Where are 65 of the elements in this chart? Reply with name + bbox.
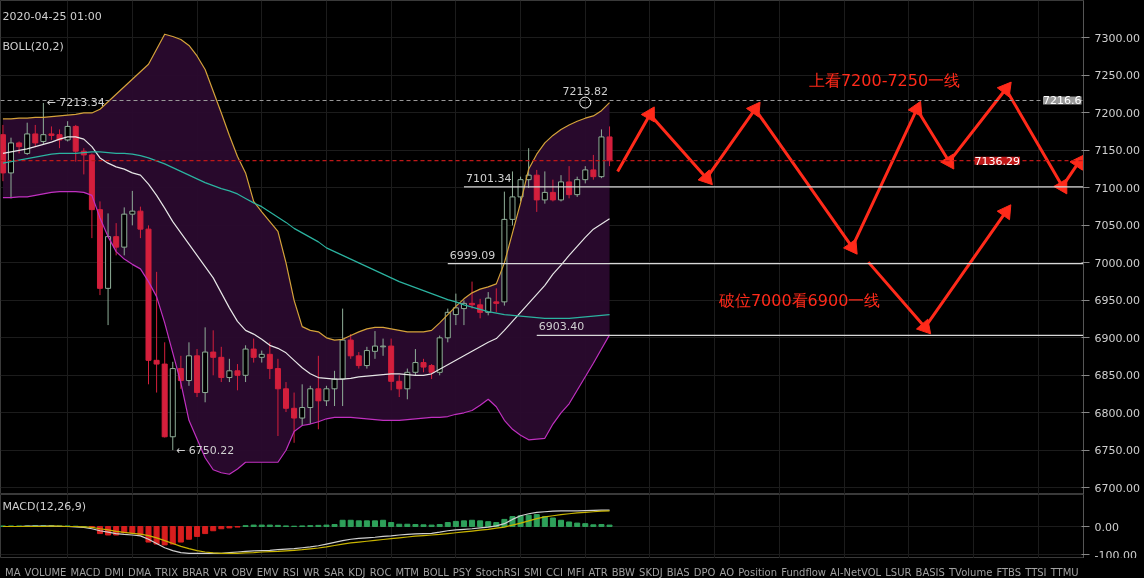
- y-tick-label: 6900.00: [1094, 331, 1140, 345]
- text: BOLL: [423, 566, 449, 578]
- y-tick-label: 7050.00: [1094, 219, 1140, 233]
- text: TVolume: [948, 566, 993, 578]
- text: AI-NetVOL: [830, 566, 882, 578]
- y-tick-label: 6800.00: [1094, 406, 1140, 420]
- ref-line-label: 6903.40: [538, 320, 585, 334]
- text: ATR: [588, 566, 608, 578]
- text: BBW: [611, 566, 635, 578]
- y-tick-label: 7200.00: [1094, 106, 1140, 120]
- annotation: ← 6750.22: [176, 443, 235, 457]
- text: DMA: [127, 566, 152, 578]
- text: BASIS: [915, 566, 945, 578]
- text: SMI: [523, 566, 542, 578]
- y-tick-label: 6950.00: [1094, 294, 1140, 308]
- text: Position: [738, 566, 778, 578]
- text: VOLUME: [24, 566, 67, 578]
- text: TRIX: [155, 566, 179, 578]
- ref-line-label: 7216.6: [1043, 94, 1082, 108]
- annotation: ← 7213.34: [46, 96, 105, 110]
- y-tick-label: 6700.00: [1094, 481, 1140, 495]
- text: LSUR: [885, 566, 912, 578]
- annotation: 上看7200-7250一线: [808, 71, 961, 91]
- y-tick-label: 6850.00: [1094, 369, 1140, 383]
- text: MFI: [567, 566, 585, 578]
- text: OBV: [231, 566, 253, 578]
- text: RSI: [282, 566, 299, 578]
- ref-line-label: 6999.09: [449, 248, 496, 262]
- text: MACD(12,26,9): [2, 499, 87, 513]
- text: BIAS: [666, 566, 690, 578]
- annotation: 破位7000看6900一线: [717, 290, 881, 310]
- text: MTM: [395, 566, 419, 578]
- text: WR: [302, 566, 320, 578]
- text: FTBS: [996, 566, 1022, 578]
- text: VR: [213, 566, 228, 578]
- y-tick-label: 0.00: [1094, 520, 1119, 534]
- y-tick-label: -100.00: [1094, 548, 1137, 562]
- text: StochRSI: [475, 566, 520, 578]
- text: MA: [5, 566, 21, 578]
- y-tick-label: 7250.00: [1094, 69, 1140, 83]
- text: ROC: [369, 566, 392, 578]
- text: Fundflow: [781, 566, 826, 578]
- text: TTSI: [1025, 566, 1047, 578]
- text: PSY: [452, 566, 472, 578]
- text: SKDJ: [639, 566, 663, 578]
- y-tick-label: 7150.00: [1094, 144, 1140, 158]
- text: SAR: [323, 566, 345, 578]
- text: BRAR: [182, 566, 210, 578]
- text: BOLL(20,2): [2, 39, 64, 53]
- text: DPO: [693, 566, 716, 578]
- y-tick-label: 6750.00: [1094, 444, 1140, 458]
- text: TTMU: [1050, 566, 1079, 578]
- ref-line-label: 7136.29: [974, 154, 1021, 168]
- text: CCI: [546, 566, 563, 578]
- text: 2020-04-25 01:00: [2, 9, 102, 23]
- text: EMV: [256, 566, 279, 578]
- text: MACD: [70, 566, 101, 578]
- y-tick-label: 7000.00: [1094, 256, 1140, 270]
- ref-line-label: 7101.34: [465, 171, 512, 185]
- text: DMI: [104, 566, 124, 578]
- text: KDJ: [348, 566, 366, 578]
- annotation: 7213.82: [562, 84, 609, 98]
- y-tick-label: 7100.00: [1094, 181, 1140, 195]
- y-tick-label: 7300.00: [1094, 31, 1140, 45]
- text: AO: [719, 566, 735, 578]
